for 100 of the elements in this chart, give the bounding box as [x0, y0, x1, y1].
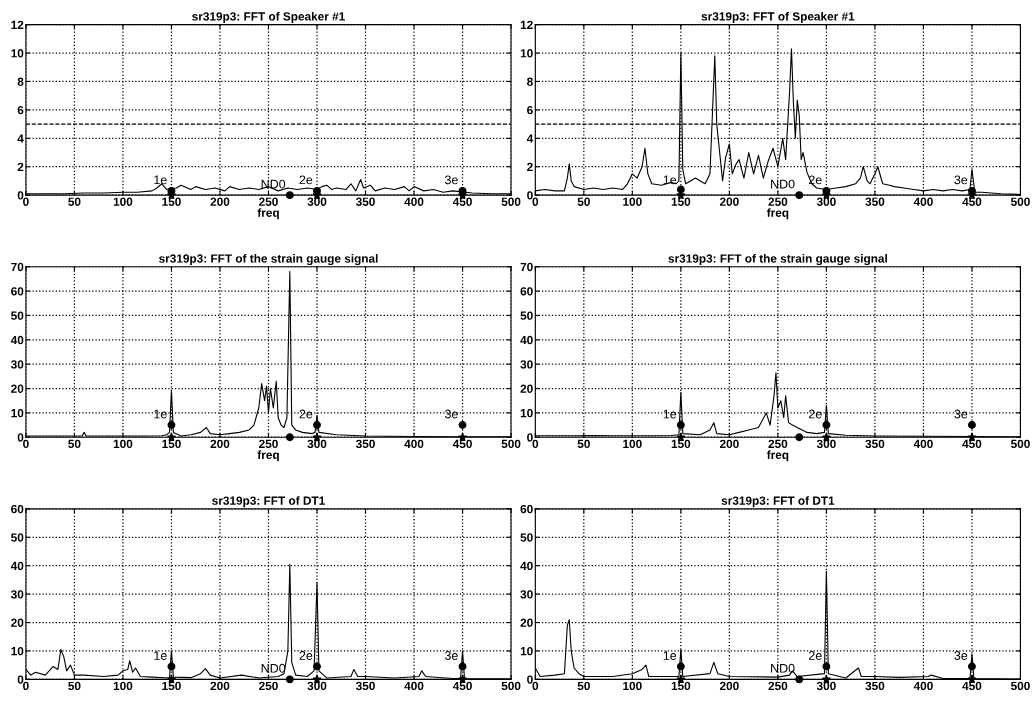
x-tick-label: 250	[768, 681, 788, 691]
x-tick-label: 350	[865, 439, 885, 449]
x-tick-label: 350	[865, 197, 885, 206]
x-tick-label: 250	[259, 197, 278, 206]
y-tick-label: 4	[526, 134, 534, 143]
y-tick-label: 40	[10, 335, 24, 345]
x-tick-label: 300	[307, 197, 327, 206]
y-tick-label: 50	[11, 533, 24, 542]
y-tick-label: 6	[17, 105, 24, 115]
x-tick-label: 200	[210, 681, 230, 691]
x-tick-label: 200	[719, 439, 739, 448]
annotation: 1e	[154, 651, 167, 660]
annotation: ND0	[261, 179, 286, 189]
x-tick-label: 150	[671, 197, 691, 206]
x-tick-label: 450	[452, 681, 472, 691]
x-tick-label: 150	[162, 439, 181, 448]
annotation: ND0	[261, 663, 286, 673]
x-tick-label: 350	[355, 681, 375, 691]
annotation: 1e	[154, 175, 167, 185]
y-tick-label: 6	[527, 105, 533, 115]
chart-title: sr319p3: FFT of DT1	[721, 496, 835, 508]
x-tick-label: 350	[355, 197, 375, 206]
y-tick-label: 30	[10, 360, 24, 369]
chart-title: sr319p3: FFT of Speaker #1	[701, 11, 855, 23]
x-tick-label: 300	[307, 681, 327, 691]
x-tick-label: 200	[210, 197, 230, 206]
y-tick-label: 30	[520, 590, 533, 599]
y-tick-label: 70	[520, 262, 533, 272]
annotation: 1e	[154, 409, 167, 419]
x-tick-label: 400	[913, 197, 933, 206]
x-tick-label: 250	[259, 681, 278, 691]
y-tick-label: 20	[11, 618, 24, 627]
x-tick-label: 450	[962, 439, 982, 448]
annotation: 3e	[444, 175, 458, 185]
x-tick-label: 400	[404, 681, 424, 691]
x-tick-label: 400	[913, 439, 933, 448]
x-tick-label: 500	[501, 439, 521, 448]
annotation: 3e	[954, 409, 968, 419]
annotation: 1e	[663, 651, 677, 660]
x-tick-label: 100	[623, 439, 642, 448]
x-tick-label: 250	[768, 197, 788, 206]
y-tick-label: 0	[17, 191, 24, 200]
y-tick-label: 10	[11, 408, 24, 418]
y-tick-label: 20	[11, 384, 24, 393]
y-tick-label: 60	[520, 287, 533, 296]
y-tick-label: 10	[11, 646, 24, 656]
y-tick-label: 40	[520, 335, 533, 345]
annotation: 3e	[954, 175, 968, 185]
x-tick-label: 100	[113, 439, 133, 448]
y-tick-label: 50	[11, 311, 24, 320]
y-tick-label: 4	[17, 134, 24, 143]
annotation: 1e	[663, 409, 677, 419]
x-tick-label: 50	[577, 439, 590, 448]
annotation: 3e	[444, 409, 458, 419]
x-tick-label: 400	[404, 197, 424, 206]
x-axis-title: freq	[766, 208, 789, 220]
x-tick-label: 500	[1010, 439, 1030, 448]
chart-title: sr319p3: FFT of the strain gauge signal	[159, 254, 378, 266]
x-tick-label: 200	[210, 439, 230, 448]
x-axis-title: freq	[766, 450, 789, 462]
x-axis-title: freq	[257, 450, 279, 462]
x-tick-label: 100	[113, 681, 133, 691]
annotation: 2e	[299, 409, 313, 419]
y-tick-label: 8	[527, 77, 533, 86]
x-tick-label: 200	[719, 681, 739, 691]
y-tick-label: 40	[10, 561, 24, 571]
x-tick-label: 50	[68, 681, 81, 691]
y-tick-label: 40	[520, 561, 533, 571]
x-tick-label: 500	[501, 681, 521, 691]
y-tick-label: 30	[520, 360, 533, 369]
x-tick-label: 250	[768, 439, 788, 448]
x-tick-label: 250	[259, 439, 278, 448]
x-tick-label: 350	[865, 681, 885, 691]
y-tick-label: 0	[17, 675, 24, 684]
x-tick-label: 150	[162, 197, 181, 206]
x-axis-title: freq	[257, 208, 279, 220]
x-tick-label: 200	[719, 197, 739, 206]
annotation: 2e	[299, 651, 313, 660]
x-tick-label: 50	[577, 197, 590, 206]
x-tick-label: 50	[68, 197, 81, 206]
x-tick-label: 100	[623, 681, 642, 691]
x-tick-label: 50	[68, 439, 81, 448]
annotation: 3e	[954, 651, 968, 660]
annotation: ND0	[771, 179, 795, 189]
y-tick-label: 2	[527, 162, 533, 171]
y-tick-label: 60	[520, 504, 533, 514]
x-tick-label: 300	[816, 439, 836, 449]
x-tick-label: 150	[671, 439, 691, 448]
x-tick-label: 100	[113, 197, 133, 206]
x-tick-label: 100	[623, 197, 642, 206]
y-tick-label: 20	[520, 618, 533, 627]
y-tick-label: 10	[520, 646, 533, 656]
y-tick-label: 50	[520, 533, 533, 542]
annotation: 2e	[299, 175, 313, 185]
y-tick-label: 30	[10, 590, 24, 599]
y-tick-label: 8	[17, 77, 24, 86]
x-tick-label: 350	[355, 439, 375, 449]
annotation: 2e	[808, 651, 822, 660]
annotation: ND0	[771, 663, 795, 673]
y-tick-label: 70	[11, 262, 24, 272]
